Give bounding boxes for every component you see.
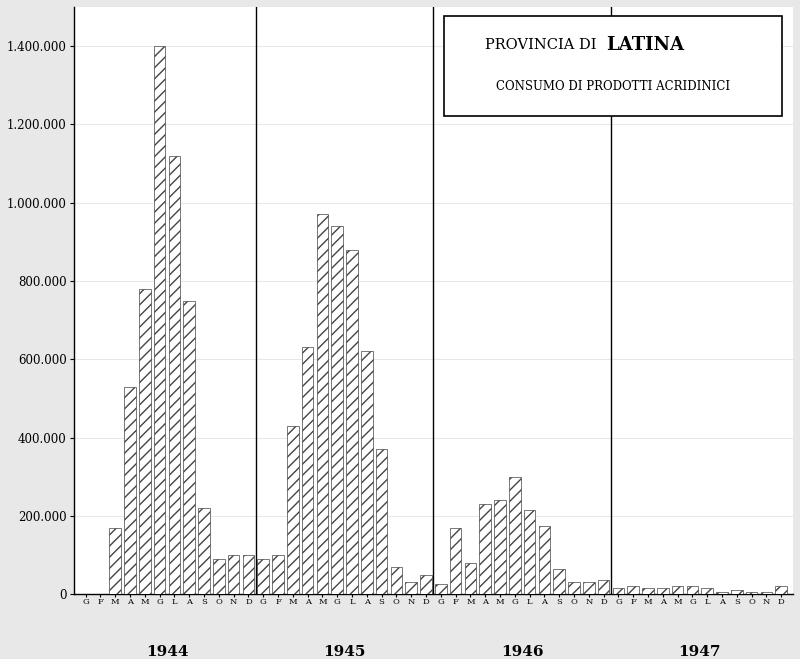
Text: PROVINCIA DI: PROVINCIA DI (486, 38, 606, 52)
FancyBboxPatch shape (444, 16, 782, 115)
Bar (568, 583, 580, 594)
Bar (554, 569, 565, 594)
Bar (702, 588, 713, 594)
Text: 1944: 1944 (146, 645, 188, 659)
Bar (657, 588, 669, 594)
Text: 1945: 1945 (323, 645, 366, 659)
Bar (258, 559, 269, 594)
Bar (183, 301, 195, 594)
Text: CONSUMO DI PRODOTTI ACRIDINICI: CONSUMO DI PRODOTTI ACRIDINICI (496, 80, 730, 93)
Bar (642, 588, 654, 594)
Bar (213, 559, 225, 594)
Bar (761, 592, 772, 594)
Bar (110, 528, 121, 594)
Bar (242, 555, 254, 594)
Bar (524, 510, 535, 594)
Bar (494, 500, 506, 594)
Bar (139, 289, 150, 594)
Bar (746, 592, 758, 594)
Bar (672, 587, 683, 594)
Bar (361, 351, 373, 594)
Text: LATINA: LATINA (606, 36, 684, 54)
Text: 1946: 1946 (501, 645, 543, 659)
Bar (598, 581, 610, 594)
Bar (686, 587, 698, 594)
Bar (406, 583, 417, 594)
Bar (479, 504, 491, 594)
Bar (154, 46, 166, 594)
Bar (613, 588, 624, 594)
Bar (775, 587, 787, 594)
Bar (390, 567, 402, 594)
Bar (346, 250, 358, 594)
Bar (331, 226, 343, 594)
Bar (272, 555, 284, 594)
Bar (538, 526, 550, 594)
Text: 1947: 1947 (678, 645, 721, 659)
Bar (198, 508, 210, 594)
Bar (228, 555, 239, 594)
Bar (317, 214, 328, 594)
Bar (420, 575, 432, 594)
Bar (376, 449, 387, 594)
Bar (583, 583, 594, 594)
Bar (716, 592, 728, 594)
Bar (450, 528, 462, 594)
Bar (509, 476, 521, 594)
Bar (731, 590, 742, 594)
Bar (465, 563, 476, 594)
Bar (627, 587, 639, 594)
Bar (287, 426, 298, 594)
Bar (124, 387, 136, 594)
Bar (302, 347, 314, 594)
Bar (169, 156, 180, 594)
Bar (435, 585, 446, 594)
